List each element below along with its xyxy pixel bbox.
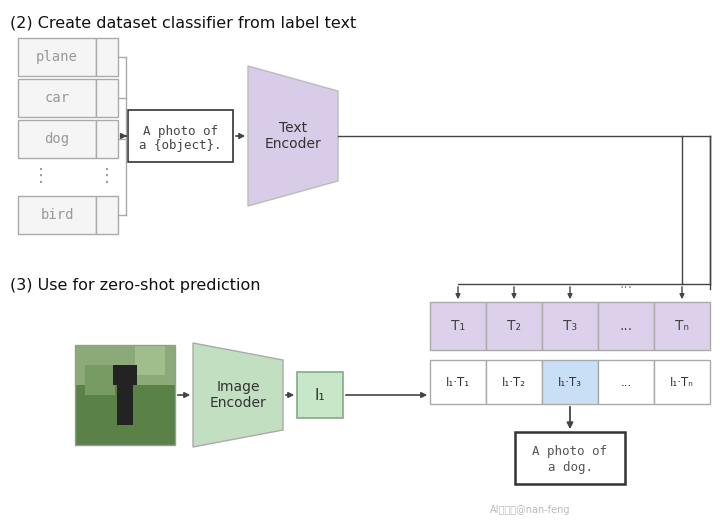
Bar [18, 38, 96, 76]
Bar [515, 432, 625, 484]
Bar [96, 79, 118, 117]
Bar [18, 120, 96, 158]
Bar [430, 360, 486, 404]
Text: (2) Create dataset classifier from label text: (2) Create dataset classifier from label… [10, 15, 356, 30]
Text: car: car [45, 91, 70, 105]
Text: a dog.: a dog. [547, 461, 593, 474]
Bar [654, 302, 710, 350]
Bar [430, 302, 486, 350]
Bar [542, 360, 598, 404]
Bar [75, 345, 175, 445]
Bar [486, 302, 542, 350]
Text: dog: dog [45, 132, 70, 146]
Text: I₁·T₃: I₁·T₃ [558, 376, 582, 389]
Text: T₁: T₁ [451, 319, 465, 333]
Text: A photo of: A photo of [143, 125, 218, 138]
Text: I₁·Tₙ: I₁·Tₙ [670, 376, 694, 389]
Text: ⋮: ⋮ [98, 167, 116, 185]
Text: plane: plane [36, 50, 78, 64]
Text: Image
Encoder: Image Encoder [210, 380, 266, 410]
Text: AI小麻雀@nan-feng: AI小麻雀@nan-feng [490, 505, 570, 515]
Bar [18, 79, 96, 117]
Polygon shape [193, 343, 283, 447]
Bar [96, 120, 118, 158]
Text: T₂: T₂ [507, 319, 521, 333]
Bar [598, 302, 654, 350]
Text: (3) Use for zero-shot prediction: (3) Use for zero-shot prediction [10, 278, 261, 293]
Text: T₃: T₃ [563, 319, 577, 333]
Text: Text
Encoder: Text Encoder [265, 121, 321, 151]
Bar [297, 372, 343, 418]
Text: A photo of: A photo of [533, 445, 608, 458]
Text: I₁: I₁ [315, 388, 325, 403]
Text: ⋮: ⋮ [32, 167, 50, 185]
Bar [598, 360, 654, 404]
Text: ...: ... [619, 319, 633, 333]
Text: I₁·T₁: I₁·T₁ [446, 376, 470, 389]
Bar [486, 360, 542, 404]
Text: ...: ... [621, 376, 631, 389]
Bar [18, 196, 96, 234]
Text: I₁·T₂: I₁·T₂ [502, 376, 526, 389]
Text: Tₙ: Tₙ [675, 319, 689, 333]
Text: bird: bird [40, 208, 73, 222]
Text: ...: ... [619, 277, 633, 291]
Bar [96, 38, 118, 76]
Bar [542, 302, 598, 350]
Bar [96, 196, 118, 234]
Polygon shape [248, 66, 338, 206]
Bar [128, 110, 233, 162]
Bar [654, 360, 710, 404]
Text: a {object}.: a {object}. [139, 140, 222, 153]
